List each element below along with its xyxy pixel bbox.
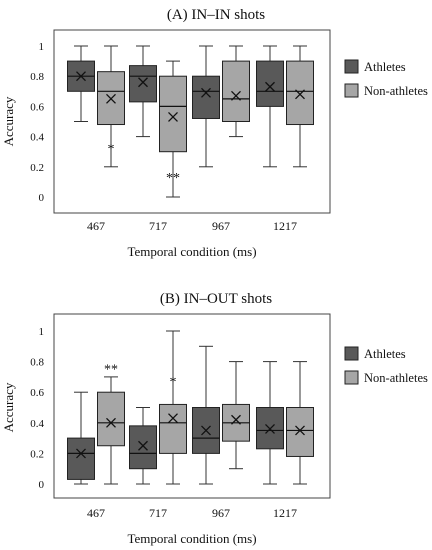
plot-frame: [53, 313, 331, 499]
mean-marker: [295, 425, 305, 436]
series-non-athletes: [97, 330, 314, 485]
x-axis-label: Temporal condition (ms): [127, 531, 256, 546]
box-plot: [159, 330, 187, 485]
y-tick-label: 0.2: [30, 448, 44, 460]
y-tick-label: 0.6: [30, 101, 44, 113]
box-plot: [286, 45, 314, 168]
y-tick-label: 0.2: [30, 162, 44, 174]
box-plot: [67, 391, 95, 485]
mean-marker: [168, 112, 178, 122]
y-axis-label: Accuracy: [1, 96, 16, 146]
box-plot: [256, 361, 284, 485]
series-non-athletes: [97, 45, 314, 198]
box-plot: [256, 45, 284, 168]
box-plot: [192, 45, 220, 168]
iqr-box: [222, 60, 250, 122]
mean-marker: [231, 90, 241, 101]
significance-marker: **: [104, 363, 118, 378]
mean-marker: [168, 413, 178, 424]
x-tick-label: 467: [87, 219, 105, 233]
mean-marker: [106, 93, 116, 104]
chart-title: (B) IN–OUT shots: [160, 291, 272, 307]
legend-label-athletes: Athletes: [364, 60, 406, 74]
series-athletes: [67, 45, 284, 168]
box-plot: [222, 361, 250, 470]
legend-swatch-athletes: [344, 59, 359, 74]
iqr-box: [192, 75, 220, 119]
y-tick-label: 0.8: [30, 357, 44, 369]
box-plot: [129, 407, 157, 485]
y-tick-label: 0: [39, 192, 45, 204]
y-tick-label: 0.8: [30, 71, 44, 83]
chart-title: (A) IN–IN shots: [167, 7, 265, 23]
iqr-box: [129, 425, 157, 470]
legend-label-non-athletes: Non-athletes: [364, 84, 428, 98]
mean-marker: [76, 71, 86, 82]
box-plot: [97, 45, 125, 168]
x-tick-label: 717: [149, 219, 167, 233]
mean-marker: [231, 414, 241, 425]
mean-marker: [138, 77, 148, 88]
y-tick-label: 0.6: [30, 387, 44, 399]
box-plot: [67, 45, 95, 122]
x-axis-label: Temporal condition (ms): [127, 244, 256, 259]
box-plot: [129, 45, 157, 138]
x-tick-label: 967: [212, 219, 230, 233]
mean-marker: [201, 87, 211, 98]
box-plot: [192, 345, 220, 485]
x-tick-label: 967: [212, 506, 230, 520]
iqr-box: [256, 60, 284, 107]
mean-marker: [106, 417, 116, 428]
y-tick-label: 0.4: [30, 418, 44, 430]
iqr-box: [67, 437, 95, 480]
x-tick-label: 1217: [273, 219, 297, 233]
series-athletes: [67, 345, 284, 485]
mean-marker: [295, 89, 305, 100]
box-plot: [97, 376, 125, 485]
x-tick-label: 1217: [273, 506, 297, 520]
box-plot: [159, 60, 187, 198]
chart-b: (B) IN–OUT shots 0 0.2 0.4 0.6 0.8 1 Accuracy 46…: [1, 291, 428, 546]
iqr-box: [159, 403, 187, 454]
iqr-box: [97, 391, 125, 447]
mean-marker: [265, 81, 275, 92]
iqr-box: [286, 60, 314, 126]
box-plot: [222, 45, 250, 138]
mean-marker: [76, 448, 86, 459]
legend-swatch-non-athletes: [344, 370, 359, 385]
y-tick-label: 1: [39, 326, 45, 338]
legend-label-athletes: Athletes: [364, 347, 406, 361]
legend-swatch-non-athletes: [344, 83, 359, 98]
y-tick-label: 1: [39, 41, 45, 53]
legend-swatch-athletes: [344, 346, 359, 361]
x-tick-label: 467: [87, 506, 105, 520]
significance-marker: *: [170, 375, 177, 390]
iqr-box: [129, 65, 157, 103]
chart-a: (A) IN–IN shots 0 0.2 0.4 0.6 0.8 1 Accuracy 467…: [1, 7, 428, 259]
iqr-box: [159, 75, 187, 153]
plot-frame: [53, 29, 331, 214]
significance-marker: **: [166, 171, 180, 186]
y-tick-label: 0: [39, 479, 45, 491]
box-plot: [286, 361, 314, 485]
mean-marker: [138, 440, 148, 451]
mean-marker: [265, 423, 275, 434]
y-axis-label: Accuracy: [1, 382, 16, 432]
y-tick-label: 0.4: [30, 132, 44, 144]
significance-marker: *: [108, 142, 115, 157]
mean-marker: [201, 425, 211, 436]
x-tick-label: 717: [149, 506, 167, 520]
legend-label-non-athletes: Non-athletes: [364, 371, 428, 385]
iqr-box: [286, 407, 314, 457]
